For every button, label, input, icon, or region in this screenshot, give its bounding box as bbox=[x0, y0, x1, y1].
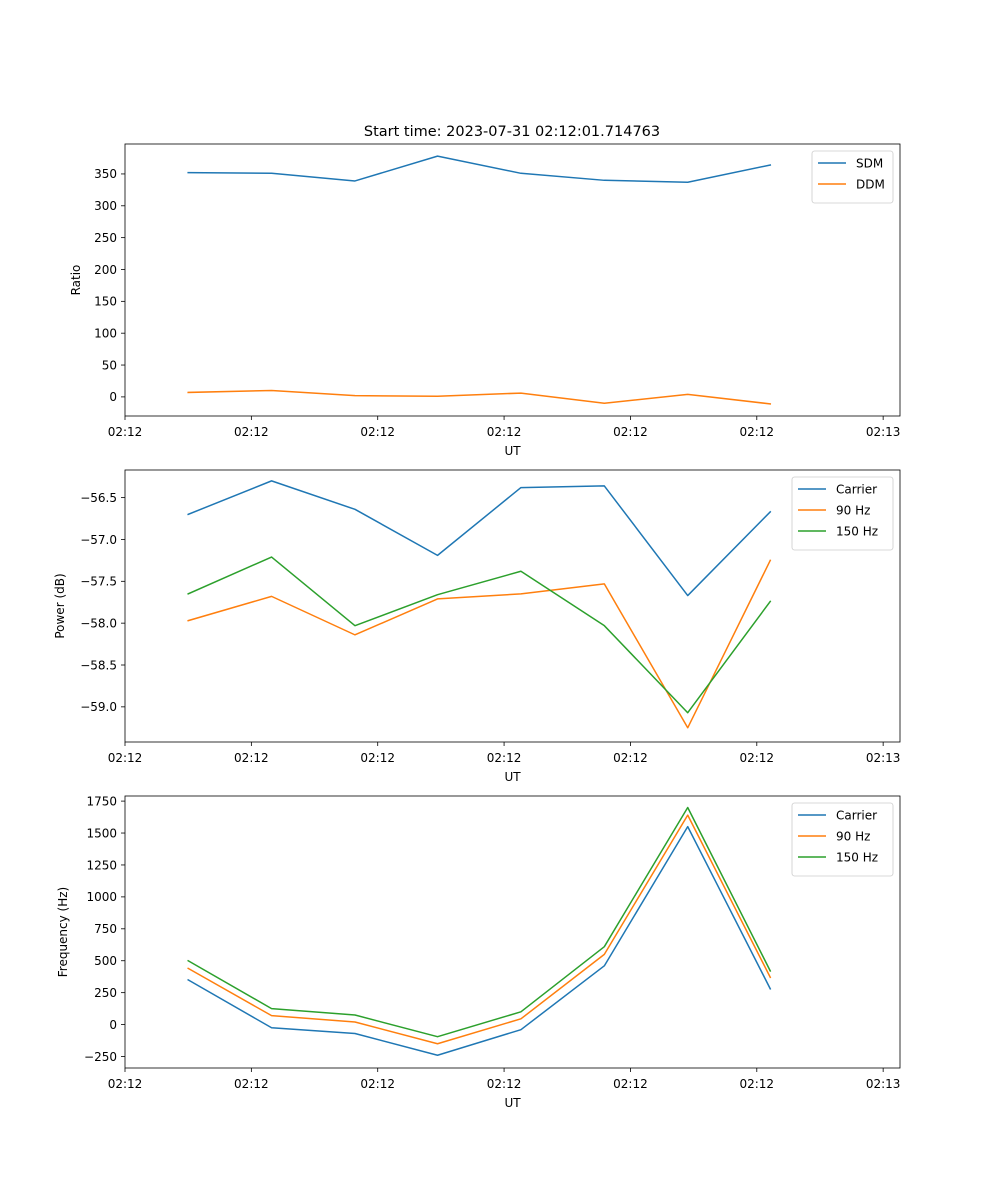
y-axis-label: Power (dB) bbox=[53, 573, 67, 638]
series-line-150-hz bbox=[187, 556, 772, 714]
x-tick-label: 02:12 bbox=[234, 425, 269, 439]
x-tick-label: 02:12 bbox=[360, 1077, 395, 1091]
legend-label: DDM bbox=[856, 177, 885, 191]
y-tick-label: 50 bbox=[102, 358, 117, 372]
legend-label: 90 Hz bbox=[836, 829, 870, 843]
legend: Carrier 90 Hz 150 Hz bbox=[791, 802, 894, 877]
series-line-ddm bbox=[187, 389, 772, 405]
y-axis-label: Frequency (Hz) bbox=[56, 887, 70, 978]
y-tick-label: −57.5 bbox=[80, 575, 117, 589]
legend-label: 150 Hz bbox=[836, 850, 878, 864]
x-tick-label: 02:12 bbox=[108, 1077, 143, 1091]
y-tick-label: 0 bbox=[109, 1018, 117, 1032]
x-tick-label: 02:12 bbox=[360, 425, 395, 439]
x-tick-label: 02:12 bbox=[613, 751, 648, 765]
x-tick-label: 02:12 bbox=[487, 1077, 522, 1091]
x-tick-label: 02:12 bbox=[739, 1077, 774, 1091]
series-line-90-hz bbox=[187, 559, 772, 729]
y-tick-label: −58.0 bbox=[80, 616, 117, 630]
y-tick-label: 1000 bbox=[86, 890, 117, 904]
x-axis-label: UT bbox=[504, 770, 521, 784]
y-tick-label: −57.0 bbox=[80, 533, 117, 547]
x-axis-label: UT bbox=[504, 444, 521, 458]
y-tick-label: 1500 bbox=[86, 826, 117, 840]
y-tick-label: 1750 bbox=[86, 794, 117, 808]
series-line-sdm bbox=[187, 155, 772, 183]
series-line-carrier bbox=[187, 480, 772, 597]
x-axis-label: UT bbox=[504, 1096, 521, 1110]
x-tick-label: 02:12 bbox=[613, 1077, 648, 1091]
x-tick-label: 02:12 bbox=[739, 751, 774, 765]
x-tick-label: 02:12 bbox=[108, 751, 143, 765]
y-tick-label: −56.5 bbox=[80, 491, 117, 505]
legend-label: 90 Hz bbox=[836, 503, 870, 517]
legend-label: 150 Hz bbox=[836, 524, 878, 538]
y-tick-label: −59.0 bbox=[80, 700, 117, 714]
y-tick-label: 250 bbox=[94, 231, 117, 245]
figure-title: Start time: 2023-07-31 02:12:01.714763 bbox=[364, 124, 660, 140]
y-tick-label: 100 bbox=[94, 326, 117, 340]
y-tick-label: −58.5 bbox=[80, 658, 117, 672]
legend: Carrier 90 Hz 150 Hz bbox=[791, 476, 894, 551]
x-tick-label: 02:13 bbox=[866, 425, 901, 439]
y-tick-label: 350 bbox=[94, 167, 117, 181]
chart-panel-2: 02:12 02:12 02:12 02:12 02:12 02:12 02:13 −59.0… bbox=[53, 469, 901, 784]
legend: SDM DDM bbox=[811, 150, 894, 204]
axes-frame bbox=[124, 795, 901, 1069]
panels: 02:12 02:12 02:12 02:12 02:12 02:12 02:13 0 50 10… bbox=[53, 143, 901, 1110]
y-tick-label: −250 bbox=[84, 1050, 117, 1064]
axes-frame bbox=[124, 469, 901, 743]
x-tick-label: 02:12 bbox=[360, 751, 395, 765]
legend-label: Carrier bbox=[836, 482, 877, 496]
y-axis-label: Ratio bbox=[69, 265, 83, 296]
chart-panel-3: 02:12 02:12 02:12 02:12 02:12 02:12 02:13 −250 0… bbox=[56, 794, 900, 1110]
x-tick-label: 02:12 bbox=[487, 751, 522, 765]
y-tick-label: 500 bbox=[94, 954, 117, 968]
x-tick-label: 02:12 bbox=[739, 425, 774, 439]
series-line-carrier bbox=[187, 825, 772, 1056]
y-tick-label: 250 bbox=[94, 986, 117, 1000]
x-tick-label: 02:12 bbox=[234, 751, 269, 765]
y-tick-label: 1250 bbox=[86, 858, 117, 872]
x-tick-label: 02:13 bbox=[866, 1077, 901, 1091]
legend-label: Carrier bbox=[836, 808, 877, 822]
series-line-150-hz bbox=[187, 806, 772, 1038]
legend-box bbox=[811, 150, 894, 204]
x-tick-label: 02:12 bbox=[487, 425, 522, 439]
y-tick-label: 750 bbox=[94, 922, 117, 936]
x-tick-label: 02:12 bbox=[234, 1077, 269, 1091]
y-tick-label: 200 bbox=[94, 263, 117, 277]
y-tick-label: 0 bbox=[109, 390, 117, 404]
axes-frame bbox=[124, 143, 901, 417]
chart-panel-1: 02:12 02:12 02:12 02:12 02:12 02:12 02:13 0 50 10… bbox=[69, 143, 901, 458]
x-tick-label: 02:13 bbox=[866, 751, 901, 765]
x-tick-label: 02:12 bbox=[613, 425, 648, 439]
y-tick-label: 150 bbox=[94, 295, 117, 309]
legend-label: SDM bbox=[856, 156, 883, 170]
y-tick-label: 300 bbox=[94, 199, 117, 213]
series-line-90-hz bbox=[187, 814, 772, 1045]
x-tick-label: 02:12 bbox=[108, 425, 143, 439]
